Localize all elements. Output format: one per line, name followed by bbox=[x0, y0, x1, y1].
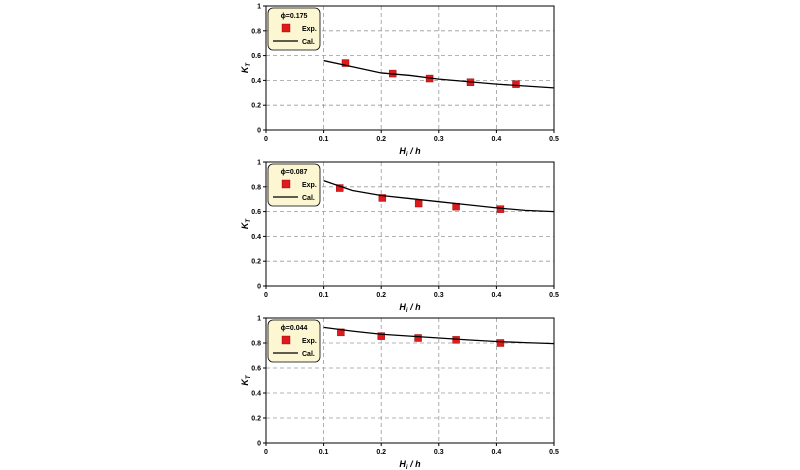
legend-exp-marker bbox=[281, 23, 291, 33]
y-tick-label: 0.8 bbox=[251, 28, 261, 35]
legend: ϕ=0.175 Exp. Cal. bbox=[267, 7, 321, 51]
y-axis-label-main: K bbox=[240, 65, 250, 73]
x-tick-label: 0.5 bbox=[549, 449, 559, 456]
x-tick-label: 0 bbox=[264, 292, 268, 299]
x-tick-label: 0.5 bbox=[549, 292, 559, 299]
x-axis-label-rest: / h bbox=[408, 459, 422, 469]
y-tick-label: 0.6 bbox=[251, 53, 261, 60]
legend-title: ϕ=0.175 bbox=[281, 13, 308, 20]
legend-exp-marker bbox=[281, 335, 291, 345]
x-tick-label: 0.1 bbox=[319, 292, 329, 299]
x-axis-label: Hi / h bbox=[399, 459, 421, 470]
x-axis-label: Hi / h bbox=[399, 302, 421, 314]
x-tick-label: 0 bbox=[264, 449, 268, 456]
x-axis-label-main: H bbox=[399, 459, 406, 469]
x-tick-label: 0.3 bbox=[434, 449, 444, 456]
y-tick-label: 0.4 bbox=[251, 391, 261, 398]
series-line-calc bbox=[323, 179, 555, 213]
legend-exp-label: Exp. bbox=[302, 338, 317, 345]
y-tick-label: 0.4 bbox=[251, 234, 261, 241]
x-axis-label-sub: i bbox=[406, 152, 408, 158]
legend-calc-label: Cal. bbox=[302, 39, 315, 46]
x-tick-label: 0.3 bbox=[434, 292, 444, 299]
x-axis-label-rest: / h bbox=[408, 302, 422, 312]
legend: ϕ=0.044 Exp. Cal. bbox=[267, 319, 321, 363]
exp-marker bbox=[377, 332, 385, 340]
y-tick-label: 1 bbox=[257, 4, 261, 11]
legend-exp-marker bbox=[281, 179, 291, 189]
legend-calc-label: Cal. bbox=[302, 195, 315, 202]
y-tick-label: 0.8 bbox=[251, 184, 261, 191]
exp-marker bbox=[512, 80, 520, 88]
x-tick-label: 0.1 bbox=[319, 136, 329, 143]
y-tick-label: 0 bbox=[257, 441, 261, 448]
plot-frame bbox=[265, 317, 555, 444]
x-axis-label-rest: / h bbox=[408, 146, 422, 156]
y-tick-label: 1 bbox=[257, 160, 261, 167]
x-axis-label-main: H bbox=[399, 302, 406, 312]
y-axis-label-sub: T bbox=[246, 374, 252, 379]
x-tick-label: 0.4 bbox=[492, 449, 502, 456]
x-axis-label-main: H bbox=[399, 146, 406, 156]
exp-marker bbox=[341, 59, 350, 67]
y-axis-label-main: K bbox=[240, 221, 250, 229]
legend-exp-label: Exp. bbox=[302, 26, 317, 33]
y-tick-label: 0 bbox=[257, 284, 261, 291]
y-axis-label: KT bbox=[240, 62, 252, 74]
x-axis-label: Hi / h bbox=[399, 146, 421, 158]
series-line-calc bbox=[323, 59, 555, 89]
legend-box bbox=[267, 319, 321, 363]
y-tick-label: 0.2 bbox=[251, 259, 261, 266]
x-tick-label: 0.3 bbox=[434, 136, 444, 143]
y-tick-label: 0.8 bbox=[251, 341, 261, 348]
y-tick-label: 1 bbox=[257, 316, 261, 323]
y-tick-label: 0.2 bbox=[251, 416, 261, 423]
x-tick-label: 0.1 bbox=[319, 449, 329, 456]
exp-marker bbox=[378, 194, 387, 202]
y-axis-label-sub: T bbox=[246, 218, 252, 223]
legend: ϕ=0.087 Exp. Cal. bbox=[267, 163, 321, 207]
y-tick-label: 0.2 bbox=[251, 103, 261, 110]
x-tick-label: 0.4 bbox=[492, 292, 502, 299]
x-tick-label: 0 bbox=[264, 136, 268, 143]
exp-marker bbox=[414, 199, 423, 208]
x-tick-label: 0.5 bbox=[549, 136, 559, 143]
y-axis-label: KT bbox=[240, 374, 252, 386]
x-axis-label-sub: i bbox=[406, 308, 408, 314]
series-line-calc bbox=[323, 326, 555, 345]
y-tick-label: 0 bbox=[257, 128, 261, 135]
exp-marker bbox=[414, 334, 422, 342]
legend-box bbox=[267, 163, 321, 207]
x-axis-label-sub: i bbox=[406, 465, 408, 470]
x-tick-label: 0.4 bbox=[492, 136, 502, 143]
y-tick-label: 0.6 bbox=[251, 366, 261, 373]
plot-frame bbox=[265, 161, 555, 287]
y-axis-label: KT bbox=[240, 218, 252, 230]
legend-box bbox=[267, 7, 321, 51]
exp-marker bbox=[337, 328, 345, 337]
plot-frame bbox=[265, 5, 555, 131]
y-axis-label-sub: T bbox=[246, 62, 252, 67]
y-axis-label-main: K bbox=[240, 378, 250, 386]
exp-marker bbox=[496, 339, 505, 347]
legend-title: ϕ=0.044 bbox=[281, 325, 308, 332]
y-tick-label: 0.4 bbox=[251, 78, 261, 85]
x-tick-label: 0.2 bbox=[376, 449, 386, 456]
exp-marker bbox=[496, 205, 505, 213]
legend-calc-label: Cal. bbox=[302, 351, 315, 358]
x-tick-label: 0.2 bbox=[376, 136, 386, 143]
legend-exp-label: Exp. bbox=[302, 182, 317, 189]
legend-title: ϕ=0.087 bbox=[281, 169, 308, 176]
y-tick-label: 0.6 bbox=[251, 209, 261, 216]
x-tick-label: 0.2 bbox=[376, 292, 386, 299]
